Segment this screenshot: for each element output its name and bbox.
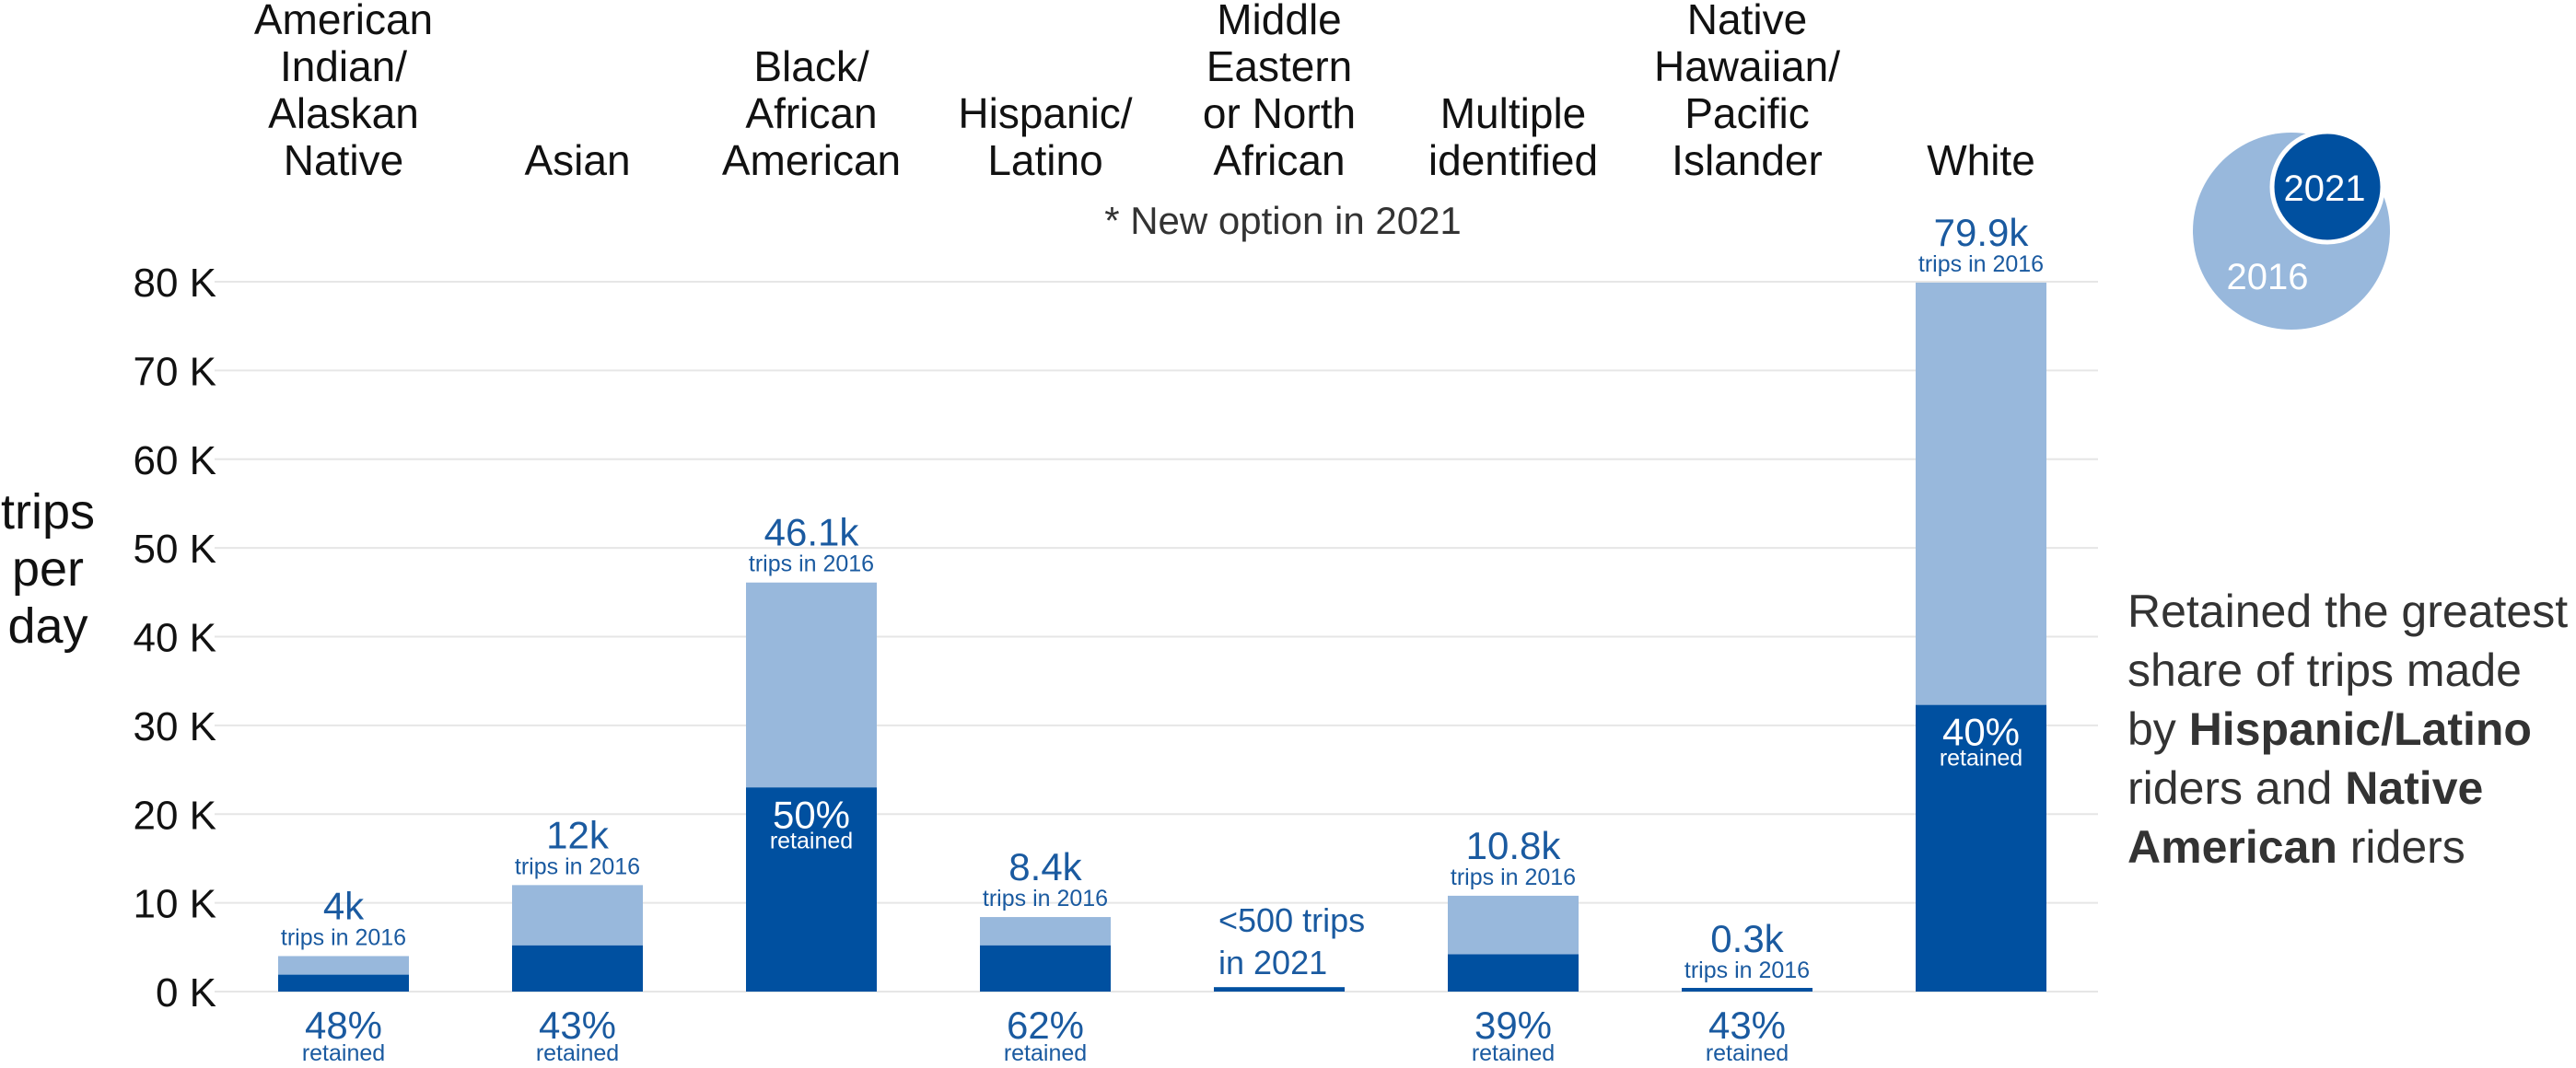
category-label: Indian/ — [280, 42, 407, 90]
category-label: Native — [1687, 0, 1807, 43]
top-value-label: 79.9k — [1934, 211, 2030, 254]
callout-bold-2: Native American — [2127, 762, 2484, 873]
category-label: Native — [284, 136, 403, 184]
y-axis-label: trips — [1, 484, 95, 540]
top-value-label: 12k — [546, 813, 610, 856]
gridlines — [215, 281, 2098, 993]
category-label: Hawaiian/ — [1654, 42, 1840, 90]
top-value-sublabel: trips in 2016 — [281, 924, 406, 950]
retained-percent-label: 50% — [773, 793, 850, 836]
category-label: Middle — [1217, 0, 1342, 43]
category-label: African — [745, 89, 877, 137]
y-tick-label: 40 K — [133, 616, 216, 661]
category-label: identified — [1428, 136, 1598, 184]
top-value-sublabel: trips in 2016 — [749, 551, 874, 577]
category-label: Hispanic/ — [958, 89, 1132, 137]
category-label: or North — [1203, 89, 1356, 137]
bar-2021 — [1214, 987, 1345, 992]
retained-sublabel: retained — [536, 1040, 619, 1066]
new-option-note: * New option in 2021 — [1104, 199, 1462, 242]
y-axis: 0 K 10 K 20 K 30 K 40 K 50 K 60 K 70 K 80 K trips… — [1, 261, 216, 1016]
bar-2021 — [746, 787, 877, 992]
retained-percent-label: 43% — [539, 1004, 616, 1047]
y-axis-label: day — [7, 598, 87, 654]
callout-part-1: Retained the greatest share of trips mad… — [2127, 586, 2569, 755]
callout-part-2: riders and — [2127, 762, 2346, 814]
category-label: African — [1213, 136, 1345, 184]
bar-2021 — [1682, 988, 1813, 992]
top-value-label: 8.4k — [1008, 845, 1082, 888]
y-tick-label: 20 K — [133, 793, 216, 838]
legend-circle-2021 — [2269, 129, 2385, 245]
category-label: Pacific — [1684, 89, 1809, 137]
y-tick-label: 30 K — [133, 704, 216, 749]
legend-label-2021: 2021 — [2284, 168, 2366, 209]
bar-2021 — [1916, 704, 2046, 992]
top-value-label: <500 trips — [1218, 901, 1365, 939]
category-label: Multiple — [1440, 89, 1587, 137]
top-value-label: 46.1k — [764, 511, 860, 554]
y-tick-label: 80 K — [133, 261, 216, 306]
callout-bold-1: Hispanic/Latino — [2188, 703, 2532, 755]
category-label: Latino — [987, 136, 1102, 184]
top-value-sublabel: trips in 2016 — [983, 886, 1108, 911]
category-label: Alaskan — [268, 89, 419, 137]
retained-percent-label: 39% — [1474, 1004, 1552, 1047]
legend: 2016 2021 — [2193, 129, 2390, 330]
retained-sublabel: retained — [1706, 1040, 1789, 1066]
y-tick-label: 10 K — [133, 882, 216, 927]
retained-percent-label: 40% — [1942, 711, 2020, 754]
category-label: Eastern — [1206, 42, 1353, 90]
bar-2021 — [512, 945, 643, 992]
top-value-sublabel: trips in 2016 — [1918, 251, 2044, 277]
retained-sublabel: retained — [1472, 1040, 1555, 1066]
legend-label-2016: 2016 — [2227, 257, 2309, 297]
top-value-sublabel: trips in 2016 — [515, 853, 640, 879]
category-label: Black/ — [753, 42, 868, 90]
bars — [278, 282, 2046, 992]
category-label: American — [254, 0, 433, 43]
bar-2021 — [278, 974, 409, 992]
category-label: White — [1927, 136, 2035, 184]
top-value-label: 0.3k — [1710, 917, 1784, 960]
y-tick-label: 60 K — [133, 438, 216, 483]
y-axis-label: per — [12, 541, 84, 597]
top-value-label: 10.8k — [1466, 824, 1562, 867]
top-value-sublabel: trips in 2016 — [1451, 865, 1576, 890]
retained-percent-label: 43% — [1708, 1004, 1786, 1047]
bar-2021 — [980, 945, 1111, 992]
bar-2021 — [1448, 954, 1579, 992]
y-tick-label: 50 K — [133, 527, 216, 572]
top-value-label: 4k — [323, 884, 365, 927]
category-label: Islander — [1672, 136, 1823, 184]
top-value-sublabel: trips in 2016 — [1684, 958, 1810, 983]
y-tick-label: 0 K — [156, 970, 216, 1016]
retained-sublabel: retained — [1940, 746, 2022, 772]
retained-percent-label: 62% — [1007, 1004, 1084, 1047]
callout-part-3: riders — [2337, 821, 2465, 873]
retained-sublabel: retained — [770, 828, 853, 853]
retained-sublabel: retained — [1004, 1040, 1087, 1066]
top-value-sublabel: in 2021 — [1218, 944, 1327, 981]
category-label: Asian — [524, 136, 630, 184]
retained-percent-label: 48% — [305, 1004, 382, 1047]
callout-text: Retained the greatest share of trips mad… — [2127, 582, 2570, 876]
category-label: American — [722, 136, 901, 184]
y-tick-label: 70 K — [133, 349, 216, 394]
retained-sublabel: retained — [302, 1040, 385, 1066]
